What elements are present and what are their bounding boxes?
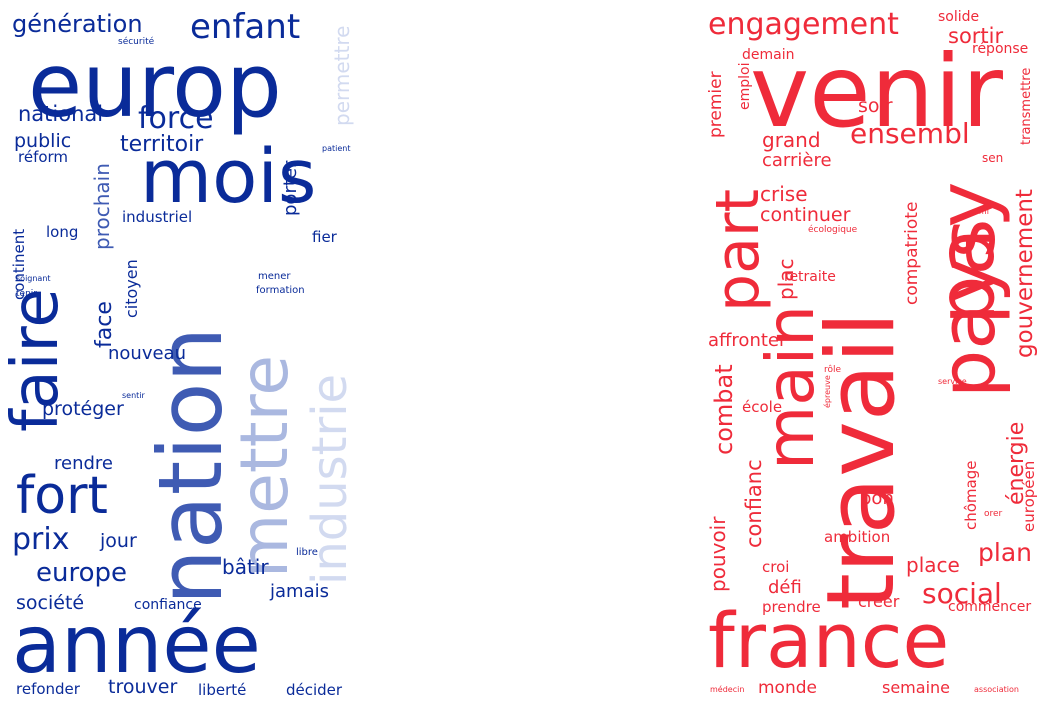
- word-blue-24: mener: [258, 271, 291, 282]
- word-red-25: travail: [807, 311, 916, 610]
- word-red-30: service: [938, 377, 967, 386]
- word-blue-35: europe: [36, 558, 127, 588]
- word-cloud-right: engagement solide sortir demain réponse venir…: [700, 0, 1060, 713]
- word-blue-40: confiance: [134, 597, 202, 613]
- word-red-17: transmettre: [1019, 67, 1034, 145]
- word-blue-13: prochain: [90, 163, 114, 250]
- word-blue-36: libre: [296, 547, 318, 558]
- word-red-10: ensembl: [850, 117, 970, 150]
- word-red-15: ami: [974, 207, 989, 216]
- word-red-8: soir: [858, 95, 893, 117]
- word-red-36: chômage: [962, 460, 980, 531]
- word-blue-25: formation: [256, 285, 305, 296]
- word-red-9: grand: [762, 128, 821, 152]
- word-red-27: affronter: [708, 330, 787, 351]
- word-red-22: gouvernement: [1012, 189, 1038, 358]
- word-red-1: solide: [938, 9, 980, 25]
- word-red-53: association: [974, 685, 1019, 694]
- word-red-16: écologique: [808, 225, 858, 235]
- word-blue-10: réform: [18, 148, 69, 166]
- word-blue-44: liberté: [198, 681, 247, 699]
- word-blue-26: mettre: [226, 355, 303, 578]
- word-red-20: retraite: [784, 269, 836, 285]
- word-blue-34: jour: [100, 530, 137, 552]
- word-cloud-left: génération enfant sécurité europ permettre mo…: [0, 0, 370, 713]
- word-blue-32: fort: [16, 466, 108, 526]
- word-red-18: part: [703, 188, 773, 312]
- word-red-13: crise: [760, 182, 808, 206]
- word-blue-29: sentir: [122, 391, 145, 400]
- word-blue-11: patient: [322, 144, 351, 153]
- word-red-51: semaine: [882, 678, 950, 697]
- word-blue-7: national: [18, 102, 104, 126]
- word-red-38: européen: [1020, 460, 1038, 532]
- word-red-50: monde: [758, 678, 817, 698]
- word-blue-28: nouveau: [108, 343, 186, 364]
- word-blue-37: bâtir: [222, 555, 269, 579]
- word-red-44: social: [922, 577, 1002, 610]
- word-blue-18: fier: [312, 228, 337, 246]
- word-red-32: école: [742, 398, 783, 416]
- word-blue-3: europ: [28, 34, 282, 137]
- word-blue-38: jamais: [270, 581, 329, 602]
- word-blue-2: sécurité: [118, 37, 155, 47]
- word-red-52: médecin: [710, 685, 745, 694]
- word-blue-12: porter: [280, 160, 301, 216]
- word-blue-42: refonder: [16, 680, 80, 698]
- word-blue-43: trouver: [108, 676, 178, 698]
- word-red-6: emploi: [737, 62, 753, 110]
- word-red-31: épreuve: [823, 375, 832, 408]
- word-red-40: ambition: [824, 528, 891, 546]
- word-blue-17: long: [46, 223, 79, 241]
- word-blue-4: permettre: [330, 25, 354, 126]
- word-blue-9: territoir: [120, 132, 204, 157]
- word-blue-31: rendre: [54, 453, 113, 474]
- word-red-3: demain: [742, 47, 795, 63]
- word-blue-16: industriel: [122, 208, 193, 226]
- word-blue-6: force: [138, 101, 214, 136]
- word-red-34: confianc: [742, 459, 766, 548]
- word-blue-45: décider: [286, 681, 343, 699]
- word-blue-20: face: [92, 301, 117, 348]
- word-red-37: orer: [984, 509, 1003, 519]
- word-blue-33: prix: [12, 522, 70, 557]
- word-blue-39: société: [16, 592, 85, 614]
- word-red-47: créer: [858, 592, 900, 611]
- word-red-4: réponse: [972, 41, 1029, 57]
- word-red-39: pouvoir: [706, 516, 730, 592]
- word-red-42: place: [906, 553, 960, 577]
- word-red-14: continuer: [760, 204, 851, 226]
- word-red-28: combat: [710, 364, 738, 455]
- word-blue-1: enfant: [190, 7, 301, 47]
- word-blue-22: soignant: [16, 274, 51, 283]
- word-red-43: plan: [978, 538, 1032, 567]
- word-red-46: prendre: [762, 598, 821, 616]
- word-red-45: défi: [768, 577, 802, 598]
- word-red-35: bon: [860, 488, 894, 509]
- word-blue-23: tenir: [16, 289, 37, 299]
- word-red-11: carrière: [762, 150, 832, 171]
- word-red-24: pay: [922, 181, 1012, 325]
- word-red-29: rôle: [824, 365, 842, 375]
- word-red-49: france: [708, 596, 950, 685]
- word-red-0: engagement: [708, 7, 899, 42]
- word-blue-8: public: [14, 130, 72, 152]
- word-red-41: croi: [762, 558, 790, 576]
- word-red-12: sen: [982, 151, 1004, 165]
- word-blue-5: mois: [140, 134, 317, 220]
- word-blue-21: citoyen: [122, 259, 141, 318]
- word-red-48: commencer: [948, 599, 1032, 615]
- word-blue-41: année: [12, 598, 261, 691]
- word-red-7: premier: [706, 71, 726, 138]
- word-blue-30: protéger: [42, 398, 124, 420]
- word-red-2: sortir: [948, 24, 1004, 48]
- word-red-21: compatriote: [902, 201, 922, 305]
- word-blue-0: génération: [12, 10, 143, 38]
- word-red-5: venir: [750, 33, 1003, 150]
